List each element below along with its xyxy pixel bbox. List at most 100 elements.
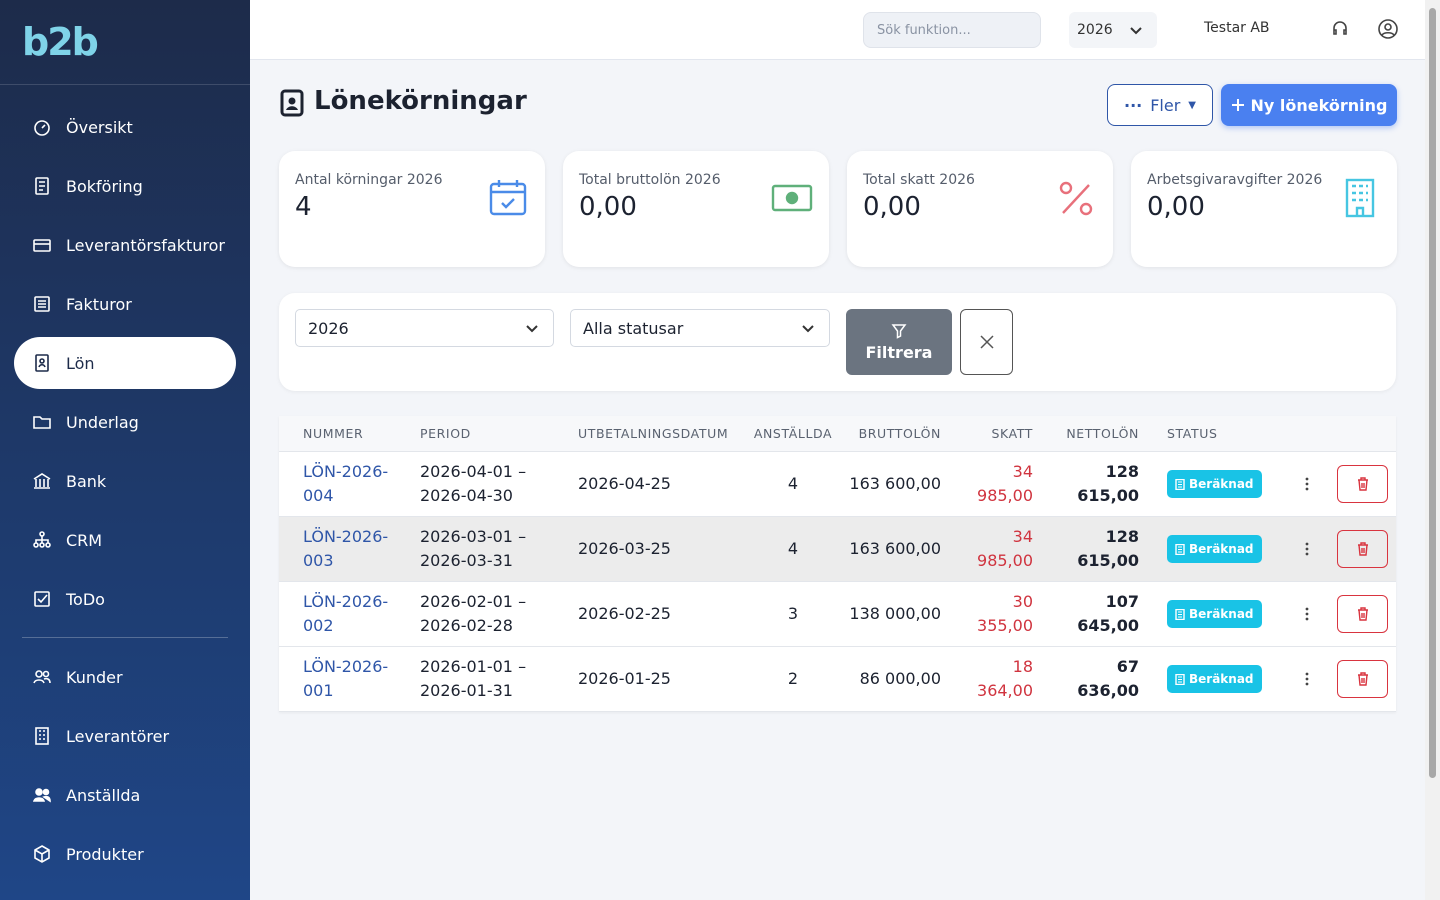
status-badge: Beräknad (1167, 535, 1262, 563)
table-cell: 107 645,00 (1077, 592, 1139, 635)
nav-label: ToDo (66, 589, 105, 609)
status-text: Beräknad (1189, 542, 1254, 556)
filter-label: Filtrera (865, 342, 933, 362)
logo[interactable]: b2b (0, 0, 250, 85)
stat-card: Arbetsgivaravgifter 2026 0,00 (1131, 151, 1397, 267)
delete-button[interactable] (1337, 595, 1388, 633)
column-header: STATUS (1167, 425, 1218, 441)
more-button[interactable]: ··· Fler ▼ (1107, 84, 1213, 126)
nav-label: Kunder (66, 667, 123, 687)
delete-button[interactable] (1337, 530, 1388, 568)
stat-icon (489, 180, 527, 216)
column-header: UTBETALNINGSDATUM (578, 425, 729, 441)
nav-label: Fakturor (66, 294, 132, 314)
run-number[interactable]: LÖN-2026-001 (303, 657, 389, 700)
nav-label: Underlag (66, 412, 139, 432)
run-number[interactable]: LÖN-2026-003 (303, 527, 389, 570)
nav-item[interactable]: Fakturor (14, 278, 236, 330)
stat-value: 0,00 (1147, 192, 1205, 222)
table-cell: 3 (787, 604, 799, 623)
status-text: Beräknad (1189, 477, 1254, 491)
column-header: BRUTTOLÖN (858, 425, 941, 441)
stat-icon (1345, 178, 1375, 218)
status-badge: Beräknad (1167, 600, 1262, 628)
table-cell: 18 364,00 (977, 657, 1033, 700)
table-row: LÖN-2026-001 2026-01-01 – 2026-01-31 2026-… (279, 647, 1396, 712)
stat-value: 0,00 (863, 192, 921, 222)
nav-item[interactable]: Produkter (14, 828, 236, 880)
table-cell: 2026-02-25 (578, 604, 671, 623)
table-cell: 138 000,00 (849, 604, 941, 623)
status-cell: Beräknad (1167, 582, 1287, 646)
nav-item[interactable]: CRM (14, 514, 236, 566)
nav-item[interactable]: Lön (14, 337, 236, 389)
table-row: LÖN-2026-002 2026-02-01 – 2026-02-28 2026-… (279, 582, 1396, 647)
filter-button[interactable]: Filtrera (846, 309, 952, 375)
nav-label: Översikt (66, 117, 133, 137)
table-cell: 34 985,00 (977, 462, 1033, 505)
table-cell: 2026-02-01 – 2026-02-28 (420, 592, 527, 635)
stat-label: Total skatt 2026 (863, 172, 975, 188)
table-cell: 163 600,00 (849, 474, 941, 493)
nav-label: Produkter (66, 844, 144, 864)
column-header: SKATT (991, 425, 1033, 441)
new-button[interactable]: Ny lönekörning (1221, 84, 1397, 126)
table-cell: 2026-03-25 (578, 539, 671, 558)
scrollbar (1425, 0, 1440, 900)
filter-panel: 2026 Alla statusar Filtrera (279, 293, 1396, 391)
table-row: LÖN-2026-004 2026-04-01 – 2026-04-30 2026-… (279, 452, 1396, 517)
status-badge: Beräknad (1167, 665, 1262, 693)
status-badge: Beräknad (1167, 470, 1262, 498)
status-filter[interactable]: Alla statusar (570, 309, 830, 347)
row-menu[interactable] (1303, 541, 1311, 557)
stat-label: Total bruttolön 2026 (579, 172, 721, 188)
table-cell: 34 985,00 (977, 527, 1033, 570)
stat-value: 0,00 (579, 192, 637, 222)
title-icon (280, 89, 304, 117)
table-cell: 2026-03-01 – 2026-03-31 (420, 527, 527, 570)
table-cell: 2 (787, 669, 799, 688)
delete-button[interactable] (1337, 660, 1388, 698)
table-cell: 86 000,00 (859, 669, 941, 688)
nav-item[interactable]: Översikt (14, 101, 236, 153)
nav-item[interactable]: Bokföring (14, 160, 236, 212)
nav-label: Bokföring (66, 176, 143, 196)
clear-button[interactable] (960, 309, 1013, 375)
support-icon[interactable] (1330, 19, 1350, 39)
nav-item[interactable]: Anställda (14, 769, 236, 821)
run-number[interactable]: LÖN-2026-004 (303, 462, 389, 505)
stat-card: Antal körningar 2026 4 (279, 151, 545, 267)
run-number[interactable]: LÖN-2026-002 (303, 592, 389, 635)
nav-separator (22, 637, 228, 638)
nav-label: Leverantörer (66, 726, 170, 746)
nav-item[interactable]: Bank (14, 455, 236, 507)
stat-value: 4 (295, 192, 312, 222)
row-menu[interactable] (1303, 476, 1311, 492)
table-header: NUMMER PERIOD UTBETALNINGSDATUM ANSTÄLLDA BR… (279, 416, 1396, 452)
table-cell: 2026-04-25 (578, 474, 671, 493)
topbar: Sök funktion... 2026 Testar AB (250, 0, 1425, 60)
status-cell: Beräknad (1167, 452, 1287, 516)
table-cell: 128 615,00 (1077, 527, 1139, 570)
stat-icon (1059, 181, 1093, 216)
row-menu[interactable] (1303, 606, 1311, 622)
row-menu[interactable] (1303, 671, 1311, 687)
year-filter[interactable]: 2026 (295, 309, 554, 347)
column-header: NETTOLÖN (1066, 425, 1139, 441)
status-filter-value: Alla statusar (583, 318, 684, 338)
status-cell: Beräknad (1167, 647, 1287, 711)
user-icon[interactable] (1377, 18, 1399, 40)
table-cell: 163 600,00 (849, 539, 941, 558)
nav-item[interactable]: Leverantörer (14, 710, 236, 762)
table-cell: 128 615,00 (1077, 462, 1139, 505)
search-input[interactable]: Sök funktion... (863, 12, 1041, 48)
nav-item[interactable]: Underlag (14, 396, 236, 448)
nav-item[interactable]: Leverantörsfakturor (14, 219, 236, 271)
nav-label: Bank (66, 471, 107, 491)
delete-button[interactable] (1337, 465, 1388, 503)
year-select[interactable]: 2026 (1069, 12, 1157, 48)
nav-item[interactable]: ToDo (14, 573, 236, 625)
company[interactable]: Testar AB (1204, 20, 1270, 36)
new-label: Ny lönekörning (1250, 95, 1388, 115)
nav-item[interactable]: Kunder (14, 651, 236, 703)
